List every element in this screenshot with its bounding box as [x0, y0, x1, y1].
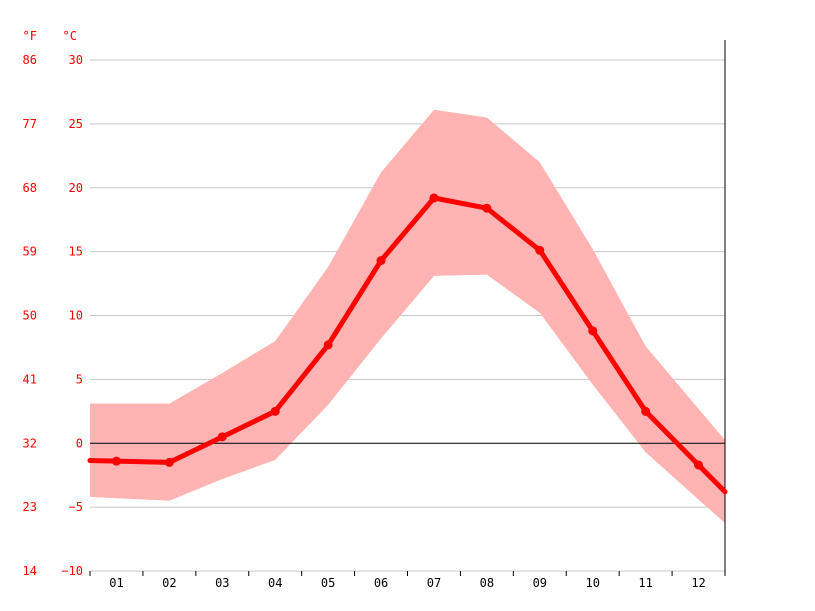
- celsius-tick-label: −5: [69, 500, 83, 514]
- month-label: 04: [268, 576, 282, 590]
- celsius-tick-label: 10: [69, 309, 83, 323]
- month-label: 10: [585, 576, 599, 590]
- data-point: [376, 256, 386, 266]
- data-point: [588, 326, 598, 336]
- month-label: 02: [162, 576, 176, 590]
- month-label: 01: [109, 576, 123, 590]
- data-points: [111, 193, 704, 470]
- fahrenheit-tick-label: 14: [23, 564, 37, 578]
- data-point: [270, 406, 280, 416]
- mean-temperature-line: [87, 195, 728, 495]
- celsius-tick-label: 30: [69, 53, 83, 67]
- month-label: 07: [427, 576, 441, 590]
- fahrenheit-tick-label: 23: [23, 500, 37, 514]
- data-point: [694, 460, 704, 470]
- celsius-unit-label: °C: [63, 29, 77, 43]
- data-point: [111, 456, 121, 466]
- data-point: [323, 340, 333, 350]
- month-label: 06: [374, 576, 388, 590]
- fahrenheit-tick-label: 77: [23, 117, 37, 131]
- data-point: [217, 432, 227, 442]
- celsius-tick-label: 15: [69, 245, 83, 259]
- celsius-tick-label: 25: [69, 117, 83, 131]
- fahrenheit-tick-label: 50: [23, 309, 37, 323]
- fahrenheit-tick-label: 59: [23, 245, 37, 259]
- data-point: [429, 193, 439, 203]
- celsius-tick-label: 0: [76, 436, 83, 450]
- fahrenheit-tick-label: 41: [23, 372, 37, 386]
- fahrenheit-tick-label: 68: [23, 181, 37, 195]
- fahrenheit-tick-label: 86: [23, 53, 37, 67]
- temperature-range-band: [90, 109, 725, 524]
- axis-layer: [89, 40, 726, 576]
- grid-layer: [90, 59, 725, 572]
- celsius-tick-label: 20: [69, 181, 83, 195]
- axis-labels: °F °C 30862577206815591050541032−523−101…: [23, 29, 706, 590]
- fahrenheit-tick-label: 32: [23, 436, 37, 450]
- month-label: 11: [638, 576, 652, 590]
- month-label: 09: [533, 576, 547, 590]
- month-label: 05: [321, 576, 335, 590]
- data-point: [482, 203, 492, 213]
- fahrenheit-unit-label: °F: [23, 29, 37, 43]
- data-point: [535, 245, 545, 255]
- month-label: 03: [215, 576, 229, 590]
- month-label: 08: [480, 576, 494, 590]
- month-label: 12: [691, 576, 705, 590]
- data-point: [164, 457, 174, 467]
- data-point: [641, 406, 651, 416]
- celsius-tick-label: −10: [61, 564, 83, 578]
- celsius-tick-label: 5: [76, 372, 83, 386]
